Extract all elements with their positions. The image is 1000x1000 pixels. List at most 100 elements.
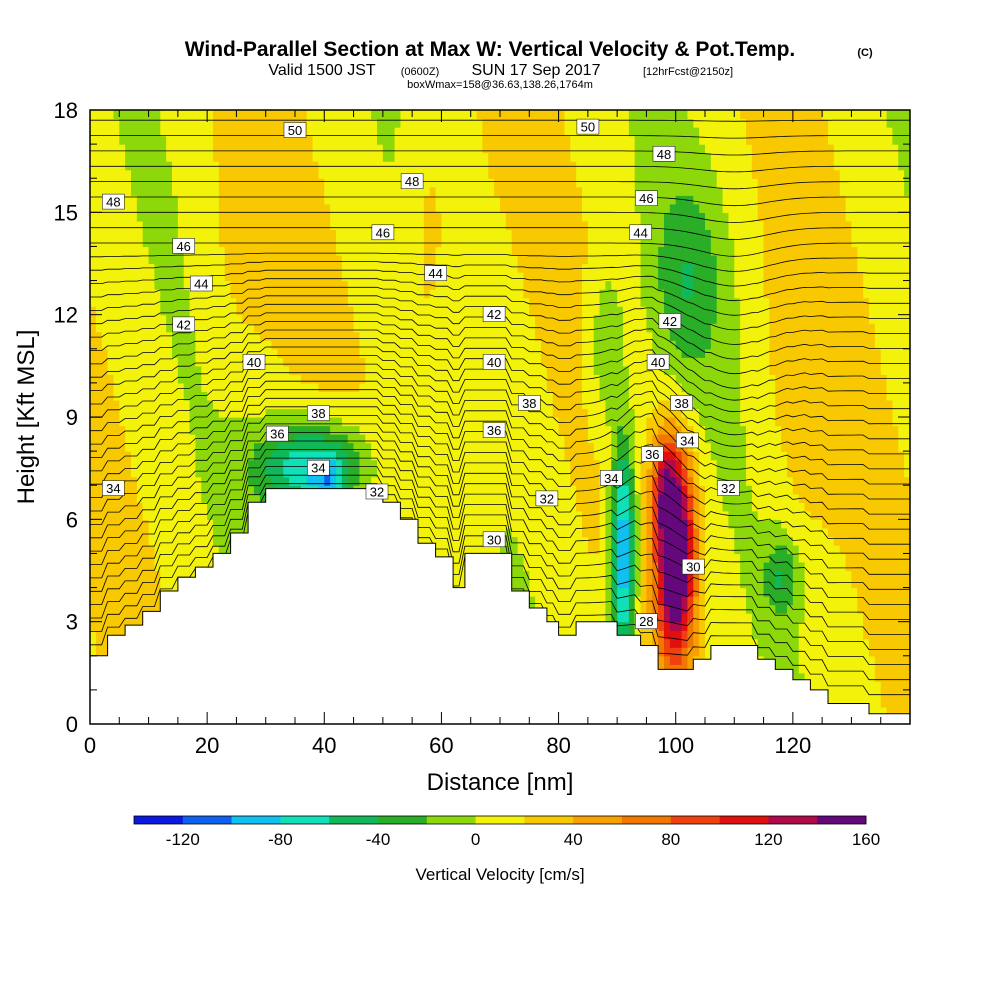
field-cell [482, 493, 489, 503]
field-cell [429, 314, 437, 324]
field-cell [423, 323, 431, 333]
field-cell [136, 527, 144, 537]
field-cell [207, 382, 214, 393]
field-cell [177, 502, 185, 512]
field-cell [218, 451, 226, 461]
field-cell [295, 323, 302, 333]
field-cell [148, 510, 156, 520]
field-cell [107, 527, 115, 537]
field-cell [125, 314, 132, 324]
field-cell [429, 135, 437, 145]
field-cell [312, 272, 320, 282]
field-cell [447, 399, 454, 410]
field-cell [406, 161, 413, 171]
field-cell [142, 254, 150, 265]
field-cell [201, 246, 208, 256]
field-cell [183, 570, 191, 580]
field-cell [400, 110, 407, 120]
field-cell [224, 382, 232, 393]
field-cell [201, 391, 208, 401]
field-cell [300, 348, 308, 358]
field-cell [423, 348, 431, 358]
field-cell [113, 127, 120, 137]
field-cell [195, 331, 202, 341]
field-cell [400, 135, 407, 145]
field-cell [131, 229, 138, 239]
field-cell [359, 391, 366, 401]
field-cell [488, 220, 495, 230]
field-cell [254, 169, 261, 179]
field-cell [160, 468, 167, 478]
field-cell [136, 212, 144, 222]
field-cell [312, 178, 320, 188]
field-cell [412, 135, 419, 145]
field-cell [207, 425, 214, 435]
field-cell [248, 280, 255, 290]
field-cell [107, 374, 115, 384]
field-cell [482, 263, 489, 273]
field-cell [166, 493, 173, 503]
field-cell [119, 289, 126, 299]
field-cell [248, 118, 255, 128]
field-cell [470, 220, 478, 230]
field-cell [429, 229, 437, 239]
field-cell [172, 254, 179, 265]
field-cell [400, 382, 407, 393]
field-cell [382, 459, 390, 469]
field-cell [359, 451, 366, 461]
field-cell [119, 502, 126, 512]
field-cell [347, 417, 355, 427]
field-cell [136, 340, 144, 350]
field-cell [101, 374, 109, 384]
field-cell [131, 510, 138, 520]
field-cell [148, 144, 156, 154]
field-cell [95, 289, 103, 299]
field-cell [207, 348, 214, 358]
field-cell [330, 297, 337, 307]
field-cell [289, 272, 296, 282]
field-cell [125, 570, 132, 580]
field-cell [230, 161, 238, 171]
field-cell [312, 442, 320, 452]
field-cell [189, 169, 197, 179]
field-cell [177, 135, 185, 145]
field-cell [306, 306, 314, 316]
field-cell [142, 348, 150, 358]
field-cell [295, 476, 302, 486]
field-cell [447, 306, 454, 316]
field-cell [453, 178, 460, 188]
field-cell [435, 195, 443, 205]
field-cell [341, 331, 349, 341]
field-cell [453, 561, 460, 572]
field-cell [441, 314, 448, 324]
field-cell [382, 442, 390, 452]
field-cell [125, 425, 132, 435]
field-cell [101, 348, 109, 358]
field-cell [341, 297, 349, 307]
field-cell [125, 340, 132, 350]
field-cell [160, 237, 167, 248]
field-cell [283, 417, 290, 427]
field-cell [236, 127, 243, 137]
field-cell [201, 237, 208, 248]
field-cell [418, 365, 425, 375]
field-cell [400, 323, 407, 333]
field-cell [95, 331, 103, 341]
field-cell [236, 314, 243, 324]
field-cell [131, 408, 138, 418]
field-cell [470, 110, 478, 120]
field-cell [242, 348, 249, 358]
field-cell [248, 297, 255, 307]
field-cell [429, 169, 437, 179]
field-cell [166, 195, 173, 205]
field-cell [406, 408, 413, 418]
field-cell [295, 272, 302, 282]
field-cell [441, 536, 448, 546]
field-cell [90, 476, 97, 486]
field-cell [312, 237, 320, 248]
field-cell [248, 152, 255, 162]
field-cell [464, 374, 472, 384]
field-cell [166, 485, 173, 495]
field-cell [300, 169, 308, 179]
field-cell [341, 127, 349, 137]
